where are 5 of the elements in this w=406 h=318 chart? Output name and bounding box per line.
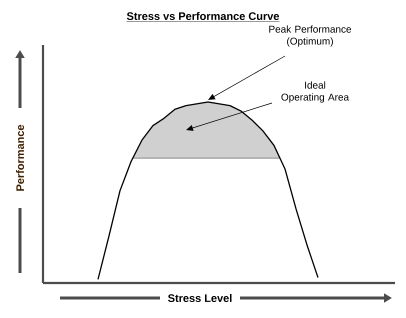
band-label: Ideal Operating Area [281, 81, 350, 103]
chart-title: Stress vs Performance Curve [126, 12, 280, 20]
text: Peak Performance (Optimum) [269, 25, 352, 47]
y-axis-title: Performance [16, 124, 24, 191]
x-axis-title: Stress Level [168, 294, 232, 302]
